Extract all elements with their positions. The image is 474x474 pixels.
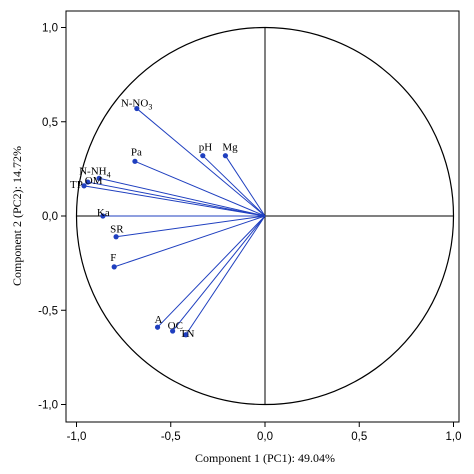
variable-label-subscript: 4 — [107, 170, 111, 179]
loading-point — [81, 183, 87, 189]
variable-label-main: pH — [199, 142, 213, 154]
x-axis-title: Component 1 (PC1): 49.04% — [195, 451, 335, 465]
variable-label: Ka — [97, 207, 110, 219]
y-tick-label: 0,0 — [42, 211, 58, 223]
variable-label-main: SR — [110, 224, 124, 236]
x-tick-label: 0,5 — [351, 431, 367, 443]
variable-label-main: F — [110, 252, 116, 264]
variable-label: N-NH4 — [79, 165, 111, 179]
variable-label: N-NO3 — [121, 98, 153, 112]
x-tick-label: -1,0 — [67, 431, 87, 443]
loading-vector — [224, 155, 266, 217]
loading-vector — [185, 215, 266, 336]
loading-vector — [83, 185, 266, 217]
y-axis-title: Component 2 (PC2): 14.72% — [10, 146, 24, 286]
loading-point — [170, 328, 176, 334]
variable-label-main: A — [155, 314, 163, 326]
loading-vector — [202, 155, 266, 217]
loading-point — [111, 264, 117, 270]
x-tick-label: -0,5 — [161, 431, 181, 443]
loading-point — [183, 332, 189, 338]
loading-vector — [87, 181, 266, 217]
x-tick-label: 1,0 — [446, 431, 462, 443]
loading-vector — [172, 215, 266, 332]
loading-point — [132, 158, 138, 164]
loading-point — [134, 105, 140, 112]
loading-point — [154, 324, 161, 330]
variable-label: OC — [168, 320, 183, 332]
variable-label: F — [110, 252, 116, 264]
variable-label-main: OM — [85, 175, 103, 187]
variable-label-main: Ka — [97, 207, 110, 219]
loading-point — [200, 153, 206, 159]
loading-point — [222, 153, 229, 159]
variable-label: A — [155, 314, 163, 326]
loading-point — [85, 179, 91, 185]
y-tick-label: -0,5 — [38, 305, 58, 317]
variable-label-main: OC — [168, 320, 183, 332]
variable-label: TP — [70, 179, 83, 191]
variable-label-main: N-NH — [79, 165, 107, 177]
variable-label-main: N-NO — [121, 98, 149, 110]
variable-label-main: Mg — [222, 142, 238, 154]
loading-vector — [134, 160, 266, 217]
variable-label-main: TP — [70, 179, 83, 191]
variable-label-main: Pa — [131, 146, 142, 158]
loading-vector — [99, 177, 266, 217]
loading-vector — [136, 108, 266, 217]
loading-vector — [114, 215, 266, 268]
loading-point — [113, 234, 119, 240]
loading-vector — [116, 215, 266, 238]
variable-label-subscript: 3 — [148, 103, 152, 112]
variable-label: Mg — [222, 142, 238, 154]
variable-label: Pa — [131, 146, 142, 158]
x-tick-label: 0,0 — [257, 431, 273, 443]
loading-point — [96, 175, 102, 181]
variable-label: TN — [180, 328, 195, 340]
loading-vector — [157, 215, 266, 328]
variable-label: pH — [199, 142, 213, 154]
loading-point — [100, 213, 106, 219]
y-tick-label: 1,0 — [42, 23, 58, 35]
variable-label: SR — [110, 224, 124, 236]
y-tick-label: -1,0 — [38, 400, 58, 412]
variable-label: OM — [85, 175, 103, 187]
y-tick-label: 0,5 — [42, 117, 58, 129]
variable-label-main: TN — [180, 328, 195, 340]
